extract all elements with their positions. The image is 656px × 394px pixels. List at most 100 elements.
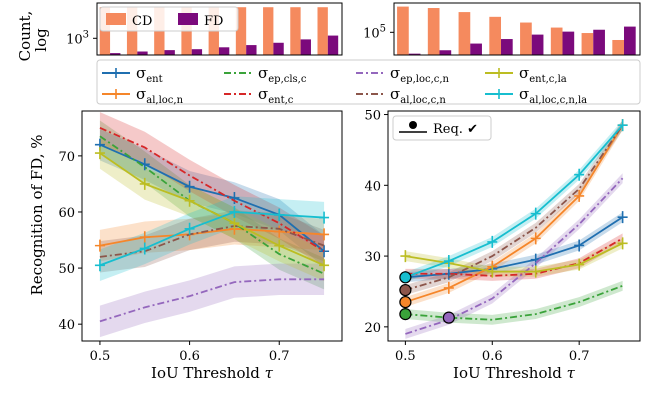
recog-right-band-ent_c: [405, 233, 623, 281]
recog-right-ytick-label-3: 50: [364, 109, 381, 124]
recog-left-point-al_loc_c_n_la-3: [229, 205, 240, 218]
count-right-bar-fd-6: [593, 29, 605, 55]
recog-right-panel: 0.5 0.6 0.7 20 30 40 50 IoU Threshold τ Req. ✔: [364, 109, 641, 382]
recog-right-xtick-label-2: 0.7: [569, 349, 590, 364]
count-right-bar-cd-0: [397, 6, 409, 56]
recog-right-line-ep_cls_c: [405, 284, 623, 321]
legend-marker-ent_c_la: [494, 68, 504, 78]
recog-left-point-ent_c_la-1: [139, 177, 150, 190]
recog-right-point-al_loc_c_n_la-1: [443, 255, 454, 268]
recog-right-line-ent_c: [405, 237, 624, 277]
count-right-bar-cd-6: [581, 33, 594, 55]
count-left-bar-fd-7: [300, 39, 311, 55]
legend-marker-al_loc_c_n_la: [494, 89, 504, 99]
recog-left-plot: [94, 112, 330, 338]
recog-right-point-al_loc_n-3: [530, 232, 541, 245]
count-left-panel: 103 CD FD: [66, 2, 343, 56]
count-right-bar-cd-4: [520, 22, 532, 55]
recog-right-xtick-label-1: 0.6: [482, 349, 503, 364]
count-left-bar-cd-5: [235, 7, 247, 56]
recog-left-band-al_loc_c_n: [99, 210, 325, 273]
recog-right-band-al_loc_c_n_la: [405, 120, 623, 283]
count-left-legend-label-cd: CD: [132, 14, 152, 29]
count-ylabel-line1: Count,: [16, 11, 34, 62]
recog-left-point-al_loc_c_n_la-2: [184, 222, 195, 235]
count-right-bar-fd-5: [562, 31, 575, 55]
recog-right-point-ent_c_la-3: [530, 265, 541, 278]
recog-right-xtick-label-0: 0.5: [395, 349, 416, 364]
recog-left-line-ent_c: [99, 127, 325, 253]
recog-right-plot: [400, 119, 628, 339]
recog-left-point-ent_c_la-5: [319, 259, 330, 272]
recog-right-ytick-label-1: 30: [364, 250, 381, 265]
recog-left-band-ent_c_la: [99, 137, 325, 281]
recog-right-point-al_loc_c_n_la-5: [617, 119, 628, 132]
recog-left-point-al_loc_n-1: [139, 231, 150, 244]
recog-right-band-ep_cls_c: [405, 280, 623, 325]
recog-right-xlabel-symbol: τ: [567, 364, 576, 382]
recog-left-ytick-label-1: 50: [58, 262, 75, 277]
recog-right-req-point-0: [399, 271, 412, 284]
recog-right-line-al_loc_n: [405, 124, 624, 303]
recog-right-legend-dot: [409, 121, 417, 129]
count-left-bar-cd-8: [317, 7, 328, 56]
count-left-ytick-exp-0: 3: [83, 29, 89, 40]
series-legend: σent σep,cls,c σep,loc,c,n σent,c,laσal,loc…: [96, 59, 641, 106]
count-left-bar-fd-4: [218, 47, 230, 55]
recog-left-point-al_loc_c_n_la-0: [94, 259, 105, 272]
count-ylabel-line2: log: [32, 28, 50, 52]
recog-left-line-al_loc_c_n_la: [99, 211, 325, 267]
legend-sub-ent_c_la: ent,c,la: [529, 74, 567, 85]
count-right-bar-cd-7: [612, 39, 625, 55]
recog-right-line-al_loc_c_n: [405, 124, 624, 291]
recog-left-point-al_loc_c_n_la-5: [319, 211, 330, 224]
count-left-bar-fd-6: [273, 42, 284, 55]
legend-sub-al_loc_c_n: al,loc,c,n: [400, 95, 446, 106]
count-left-bar-cd-7: [290, 7, 301, 56]
count-right-bar-fd-0: [408, 53, 421, 55]
recog-right-legend-box: [392, 115, 492, 141]
count-left-legend-label-fd: FD: [204, 14, 223, 29]
recog-right-point-al_loc_c_n_la-3: [530, 207, 541, 220]
count-right-ytick-label-0: 105: [363, 23, 386, 41]
recog-right-legend: Req. ✔: [392, 115, 492, 141]
legend-sub-al_loc_n: al,loc,n: [146, 95, 183, 106]
count-right-bar-cd-1: [427, 8, 440, 56]
recog-left-point-ent-5: [319, 245, 330, 258]
count-left-legend-swatch-fd: [178, 13, 198, 25]
recog-left-point-al_loc_n-4: [274, 225, 285, 238]
recog-right-ytick-label-2: 40: [364, 179, 381, 194]
recog-left-band-ent_c: [99, 112, 325, 267]
recog-left-ytick-label-3: 70: [58, 150, 75, 165]
count-left-bar-fd-0: [110, 53, 121, 55]
recog-right-legend-label: Req. ✔: [433, 122, 478, 137]
recog-left-ytick-label-0: 40: [58, 318, 75, 333]
recog-left-point-al_loc_c_n_la-4: [274, 208, 285, 221]
recog-left-ytick-label-2: 60: [58, 206, 75, 221]
count-left-ytick-label-0: 103: [66, 29, 89, 47]
recog-right-line-ep_loc_c_n: [405, 177, 624, 335]
recog-right-point-ent-5: [617, 211, 628, 224]
count-right-bar-fd-7: [624, 26, 636, 55]
recog-left-line-ent: [99, 143, 325, 252]
recog-right-point-ent_c_la-5: [617, 237, 628, 250]
recog-left-xlabel-symbol: τ: [265, 364, 274, 382]
recog-right-xlabel: IoU Threshold τ: [453, 364, 576, 382]
recog-right-point-ent_c_la-2: [487, 265, 498, 278]
recog-right-point-ent-4: [574, 239, 585, 252]
legend-marker-ent: [111, 68, 121, 78]
count-left-legend-swatch-cd: [106, 13, 126, 25]
recog-left-frame: [81, 110, 343, 342]
recog-left-panel: 0.5 0.6 0.7 40 50 60 70 IoU Threshold τ: [58, 110, 343, 382]
recog-right-line-ent_c_la: [405, 242, 624, 273]
count-right-panel: 105: [363, 2, 641, 56]
recog-right-line-al_loc_c_n_la: [405, 124, 624, 279]
count-right-bar-fd-3: [501, 39, 513, 55]
legend-sub-ent_c: ent,c: [268, 95, 294, 106]
count-right-frame: [393, 2, 641, 56]
count-right-bar-fd-4: [531, 34, 544, 55]
count-left-frame: [96, 2, 343, 56]
legend-sub-al_loc_c_n_la: al,loc,c,n,la: [529, 95, 587, 106]
recog-right-band-ep_loc_c_n: [405, 173, 623, 339]
